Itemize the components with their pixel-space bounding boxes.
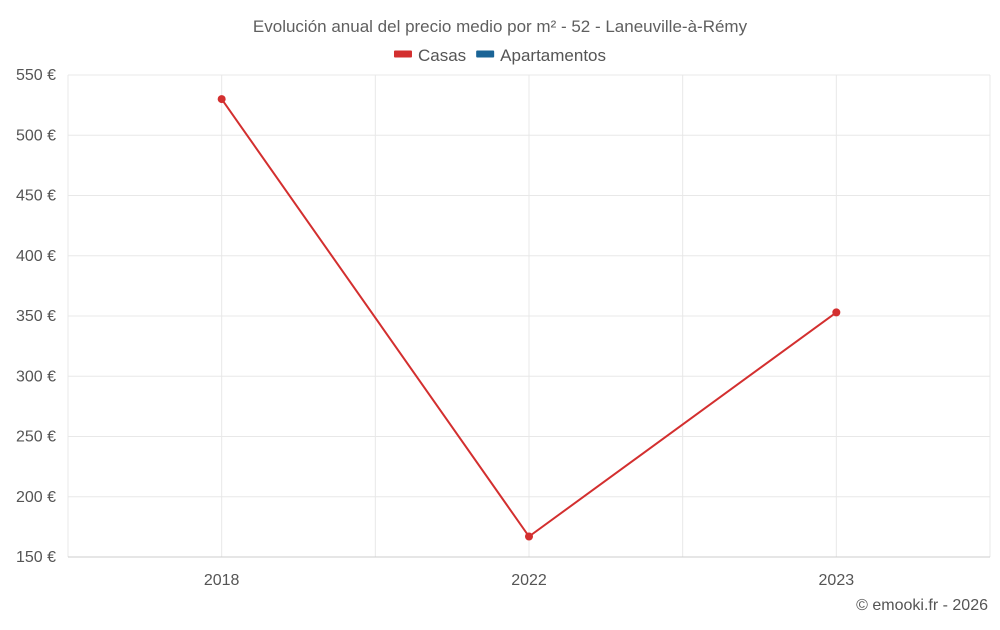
y-tick-label: 500 € [16,127,56,144]
legend-item-casas[interactable]: Casas [393,46,466,65]
legend-label: Apartamentos [500,46,606,65]
legend-label: Casas [418,46,466,65]
data-point-casas [525,532,533,541]
y-tick-label: 200 € [16,489,56,506]
legend-swatch [393,50,412,58]
legend-item-apartamentos[interactable]: Apartamentos [476,46,606,65]
x-tick-label: 2022 [511,572,547,589]
chart-legend[interactable]: Casas Apartamentos [393,46,606,65]
y-tick-label: 550 € [16,67,56,84]
y-tick-label: 350 € [16,308,56,325]
y-axis: 150 € 200 € 250 € 300 € 350 € 400 € 450 € 500 €… [16,67,56,566]
data-point-casas [832,308,841,317]
x-tick-label: 2018 [204,572,240,589]
x-tick-label: 2023 [819,572,855,589]
chart-grid [67,74,991,558]
x-axis: 2018 2022 2023 [68,556,990,589]
y-tick-label: 150 € [16,549,56,566]
credit-text: © emooki.fr - 2026 [856,597,988,614]
series-layer [217,95,841,541]
y-tick-label: 300 € [16,368,56,385]
y-tick-label: 450 € [16,188,56,205]
y-tick-label: 400 € [16,248,56,265]
legend-swatch [476,50,495,58]
data-point-casas [217,95,226,104]
y-tick-label: 250 € [16,429,56,446]
chart-title: Evolución anual del precio medio por m² … [253,17,748,36]
